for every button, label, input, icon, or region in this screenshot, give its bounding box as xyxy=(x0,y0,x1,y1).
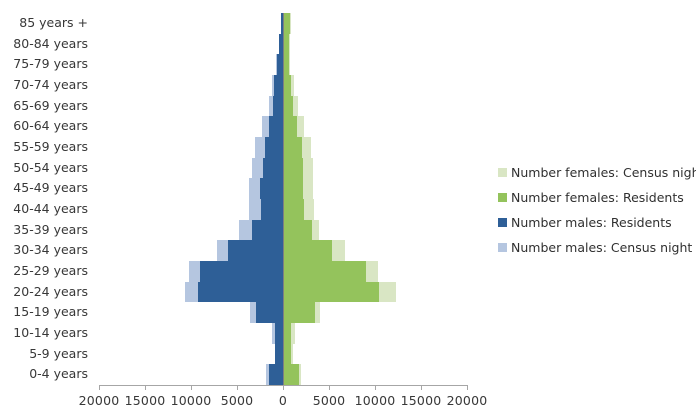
bar-males_residents-17 xyxy=(268,364,283,385)
bar-females_residents-7 xyxy=(283,157,303,179)
legend-swatch-females-residents-icon xyxy=(498,193,507,202)
bar-males_residents-9 xyxy=(260,199,283,220)
bar-females_residents-16 xyxy=(283,343,291,365)
bar-females_residents-11 xyxy=(283,240,333,261)
y-axis-label-65-69-years: 65-69 years xyxy=(13,97,88,113)
bar-females_residents-12 xyxy=(283,261,366,282)
y-axis-label-50-54-years: 50-54 years xyxy=(13,159,88,175)
y-axis-label-25-29-years: 25-29 years xyxy=(13,263,88,278)
bar-females_residents-10 xyxy=(283,219,312,241)
x-axis-tick-label-7: 15000 xyxy=(400,393,442,408)
x-axis-tick-label-0: 20000 xyxy=(78,393,120,408)
chart-legend: Number females: Census night Number fema… xyxy=(498,160,696,260)
x-axis-tick-7 xyxy=(421,385,422,390)
bar-females_residents-5 xyxy=(283,116,297,137)
y-axis-label-30-34-years: 30-34 years xyxy=(13,242,88,258)
bar-females_residents-3 xyxy=(283,75,292,96)
legend-item-males-census-night: Number males: Census night xyxy=(498,235,696,260)
x-axis-tick-label-6: 10000 xyxy=(354,393,396,408)
bar-females_residents-6 xyxy=(283,137,302,158)
bar-males_residents-8 xyxy=(260,178,283,199)
bar-females_residents-4 xyxy=(283,95,293,117)
bar-females_residents-15 xyxy=(283,323,292,344)
y-axis-label-80-84-years: 80-84 years xyxy=(13,35,88,51)
bar-females_residents-17 xyxy=(283,364,299,385)
y-axis-label-70-74-years: 70-74 years xyxy=(13,77,88,92)
legend-label-females-census-night: Number females: Census night xyxy=(511,165,696,180)
x-axis-tick-8 xyxy=(467,385,468,390)
bar-males_residents-5 xyxy=(268,116,283,137)
bar-males_residents-10 xyxy=(251,219,283,241)
y-axis-label-5-9-years: 5-9 years xyxy=(29,345,88,361)
y-axis-label-55-59-years: 55-59 years xyxy=(13,139,88,154)
category-axis-line xyxy=(282,13,284,385)
legend-label-females-residents: Number females: Residents xyxy=(511,190,684,205)
legend-swatch-males-census-night-icon xyxy=(498,243,507,252)
y-axis-label-60-64-years: 60-64 years xyxy=(13,118,88,134)
bar-females_residents-14 xyxy=(283,302,315,323)
x-axis-tick-5 xyxy=(329,385,330,390)
bar-males_residents-12 xyxy=(200,261,283,282)
x-axis-tick-label-5: 5000 xyxy=(312,393,346,408)
x-axis-tick-3 xyxy=(237,385,238,390)
legend-item-females-residents: Number females: Residents xyxy=(498,185,696,210)
bar-females_residents-2 xyxy=(283,54,289,75)
x-axis-tick-label-1: 15000 xyxy=(124,393,166,408)
x-axis-tick-4 xyxy=(283,385,284,390)
bar-males_residents-15 xyxy=(274,323,283,344)
bar-males_residents-0 xyxy=(280,13,283,34)
legend-swatch-males-residents-icon xyxy=(498,218,507,227)
x-axis-tick-label-2: 10000 xyxy=(170,393,212,408)
bar-males_residents-4 xyxy=(272,95,283,117)
legend-label-males-residents: Number males: Residents xyxy=(511,215,672,230)
bar-males_residents-11 xyxy=(228,240,283,261)
bar-males_residents-16 xyxy=(274,343,283,365)
bar-males_residents-7 xyxy=(262,157,283,179)
x-axis-tick-label-8: 20000 xyxy=(446,393,488,408)
bar-females_residents-1 xyxy=(283,33,289,55)
legend-item-females-census-night: Number females: Census night xyxy=(498,160,696,185)
y-axis-label-20-24-years: 20-24 years xyxy=(13,283,88,299)
x-axis-tick-2 xyxy=(191,385,192,390)
x-axis-tick-0 xyxy=(99,385,100,390)
bar-males_residents-13 xyxy=(198,281,283,303)
y-axis-label-35-39-years: 35-39 years xyxy=(13,221,88,237)
legend-swatch-females-census-night-icon xyxy=(498,168,507,177)
bar-males_residents-1 xyxy=(279,33,283,55)
legend-item-males-residents: Number males: Residents xyxy=(498,210,696,235)
bar-males_residents-14 xyxy=(256,302,283,323)
bar-males_residents-2 xyxy=(276,54,283,75)
y-axis-label-0-4-years: 0-4 years xyxy=(29,366,88,382)
y-axis-label-85-years-+: 85 years + xyxy=(19,15,88,30)
x-axis-tick-label-4: 0 xyxy=(278,393,288,408)
bar-females_residents-8 xyxy=(283,178,304,199)
y-axis-label-15-19-years: 15-19 years xyxy=(13,304,88,320)
x-axis-tick-label-3: 5000 xyxy=(220,393,254,408)
bar-females_residents-0 xyxy=(283,13,290,34)
y-axis-label-10-14-years: 10-14 years xyxy=(13,325,88,340)
y-axis-label-75-79-years: 75-79 years xyxy=(13,56,88,72)
bar-males_residents-6 xyxy=(265,137,283,158)
y-axis-label-45-49-years: 45-49 years xyxy=(13,180,88,196)
legend-label-males-census-night: Number males: Census night xyxy=(511,240,693,255)
bar-males_residents-3 xyxy=(274,75,283,96)
bar-females_residents-9 xyxy=(283,199,305,220)
x-axis-tick-6 xyxy=(375,385,376,390)
y-axis-label-40-44-years: 40-44 years xyxy=(13,201,88,216)
x-axis-tick-1 xyxy=(145,385,146,390)
bar-females_residents-13 xyxy=(283,281,380,303)
